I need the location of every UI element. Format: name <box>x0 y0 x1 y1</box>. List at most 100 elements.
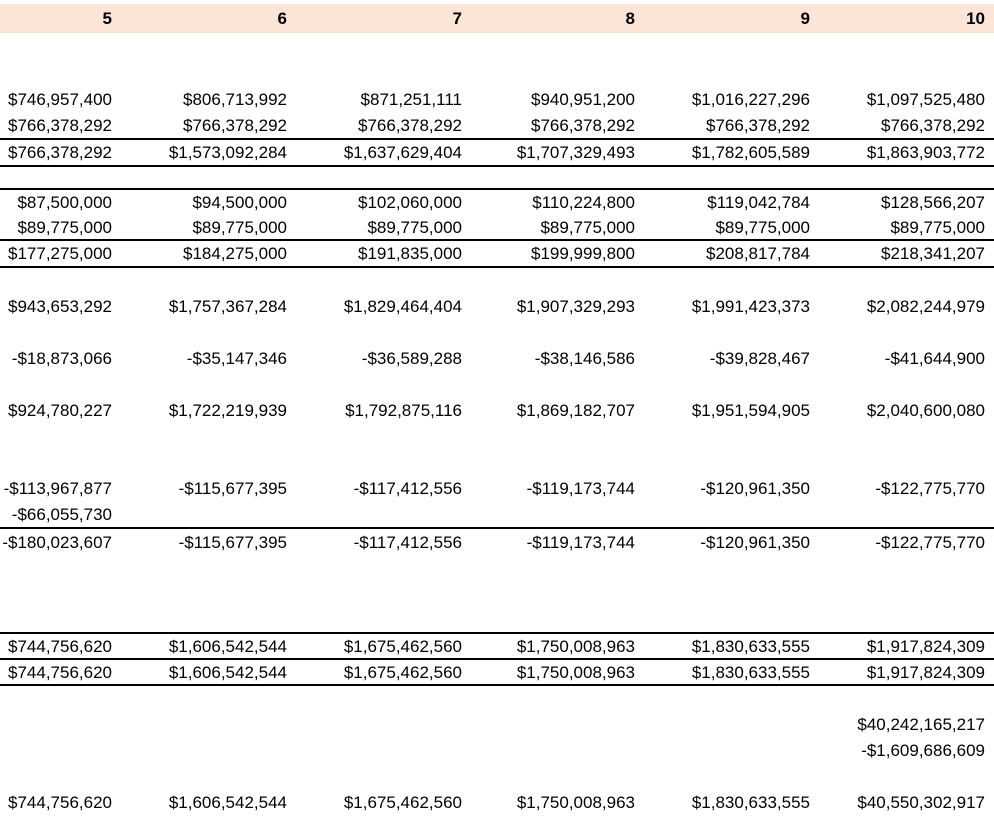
cell[interactable] <box>471 267 644 293</box>
cell[interactable] <box>0 685 121 711</box>
cell[interactable]: -$39,828,467 <box>709 348 810 368</box>
cell[interactable]: $1,991,423,373 <box>691 296 810 316</box>
cell[interactable]: $943,653,292 <box>8 296 112 316</box>
cell[interactable] <box>0 319 121 345</box>
cell[interactable]: $940,951,200 <box>531 89 635 109</box>
cell[interactable]: $1,782,605,589 <box>644 138 819 167</box>
cell[interactable]: $1,606,542,544 <box>168 793 287 812</box>
cell[interactable] <box>296 737 471 763</box>
cell[interactable]: -$120,961,350 <box>700 479 810 498</box>
cell[interactable] <box>819 581 994 607</box>
cell[interactable]: -$119,173,744 <box>471 527 644 555</box>
cell[interactable] <box>0 59 121 86</box>
cell[interactable] <box>644 267 819 293</box>
cell[interactable] <box>121 685 296 711</box>
cell[interactable]: $1,917,824,309 <box>819 632 994 660</box>
cell[interactable] <box>296 763 471 789</box>
cell[interactable] <box>644 607 819 633</box>
cell[interactable] <box>471 685 644 711</box>
cell[interactable] <box>0 607 121 633</box>
cell[interactable]: -$117,412,556 <box>353 479 462 498</box>
cell[interactable] <box>0 267 121 293</box>
cell[interactable]: $89,775,000 <box>890 217 985 237</box>
cell[interactable] <box>644 166 819 189</box>
cell[interactable]: $1,573,092,284 <box>121 138 296 167</box>
cell[interactable] <box>121 607 296 633</box>
cell[interactable]: $1,097,525,480 <box>866 89 985 109</box>
cell[interactable]: $766,378,292 <box>531 115 635 135</box>
cell[interactable]: $1,606,542,544 <box>121 659 296 686</box>
cell[interactable] <box>819 166 994 189</box>
cell[interactable]: $1,757,367,284 <box>168 296 287 316</box>
cell[interactable] <box>0 423 121 449</box>
cell[interactable]: -$122,775,770 <box>819 527 994 555</box>
cell[interactable] <box>296 166 471 189</box>
column-header-8[interactable]: 8 <box>625 9 635 28</box>
cell[interactable]: -$115,677,395 <box>121 527 296 555</box>
cell[interactable] <box>471 371 644 397</box>
cell[interactable] <box>819 371 994 397</box>
cell[interactable]: $2,082,244,979 <box>866 296 985 316</box>
cell[interactable]: $1,707,329,493 <box>471 138 644 167</box>
cell[interactable]: $1,606,542,544 <box>121 632 296 660</box>
cell[interactable] <box>0 166 121 189</box>
cell[interactable]: $1,637,629,404 <box>296 138 471 167</box>
cell[interactable]: -$36,589,288 <box>361 348 462 368</box>
cell[interactable]: $1,675,462,560 <box>343 793 462 812</box>
cell[interactable] <box>471 59 644 86</box>
cell[interactable]: $102,060,000 <box>296 188 471 215</box>
cell[interactable] <box>0 555 121 581</box>
cell[interactable]: $199,999,800 <box>471 239 644 268</box>
cell[interactable]: $184,275,000 <box>121 239 296 268</box>
cell[interactable] <box>644 59 819 86</box>
cell[interactable] <box>296 711 471 737</box>
cell[interactable] <box>644 555 819 581</box>
cell[interactable] <box>121 319 296 345</box>
cell[interactable] <box>296 685 471 711</box>
cell[interactable]: $924,780,227 <box>8 400 112 420</box>
cell[interactable] <box>121 59 296 86</box>
cell[interactable]: -$180,023,607 <box>0 527 121 555</box>
cell[interactable] <box>471 319 644 345</box>
cell[interactable] <box>471 166 644 189</box>
cell[interactable]: $766,378,292 <box>358 115 462 135</box>
cell[interactable] <box>296 319 471 345</box>
cell[interactable]: $89,775,000 <box>367 217 462 237</box>
cell[interactable]: $1,750,008,963 <box>471 632 644 660</box>
cell[interactable]: $1,907,329,293 <box>516 296 635 316</box>
cell[interactable] <box>296 607 471 633</box>
cell[interactable] <box>819 319 994 345</box>
cell[interactable] <box>296 449 471 475</box>
cell[interactable] <box>644 502 819 528</box>
cell[interactable] <box>296 267 471 293</box>
cell[interactable]: $119,042,784 <box>644 188 819 215</box>
cell[interactable] <box>471 502 644 528</box>
cell[interactable] <box>121 33 296 59</box>
cell[interactable] <box>471 449 644 475</box>
cell[interactable]: $40,550,302,917 <box>857 793 985 812</box>
cell[interactable]: $87,500,000 <box>0 188 121 215</box>
cell[interactable] <box>0 711 121 737</box>
cell[interactable]: $1,750,008,963 <box>471 659 644 686</box>
cell[interactable]: -$1,609,686,609 <box>861 740 985 760</box>
cell[interactable] <box>644 449 819 475</box>
cell[interactable] <box>819 59 994 86</box>
cell[interactable]: -$113,967,877 <box>3 479 112 498</box>
cell[interactable] <box>121 555 296 581</box>
cell[interactable] <box>819 502 994 528</box>
cell[interactable] <box>819 267 994 293</box>
cell[interactable]: $871,251,111 <box>360 89 462 109</box>
cell[interactable]: $744,756,620 <box>0 632 121 660</box>
cell[interactable]: $1,016,227,296 <box>691 89 810 109</box>
cell[interactable]: -$18,873,066 <box>11 348 112 368</box>
cell[interactable]: $40,242,165,217 <box>857 714 985 734</box>
cell[interactable]: $744,756,620 <box>8 793 112 812</box>
cell[interactable] <box>121 711 296 737</box>
cell[interactable] <box>121 166 296 189</box>
cell[interactable] <box>471 33 644 59</box>
cell[interactable]: $110,224,800 <box>471 188 644 215</box>
cell[interactable] <box>644 737 819 763</box>
column-header-5[interactable]: 5 <box>102 9 112 28</box>
cell[interactable]: $766,378,292 <box>0 138 121 167</box>
cell[interactable] <box>644 371 819 397</box>
